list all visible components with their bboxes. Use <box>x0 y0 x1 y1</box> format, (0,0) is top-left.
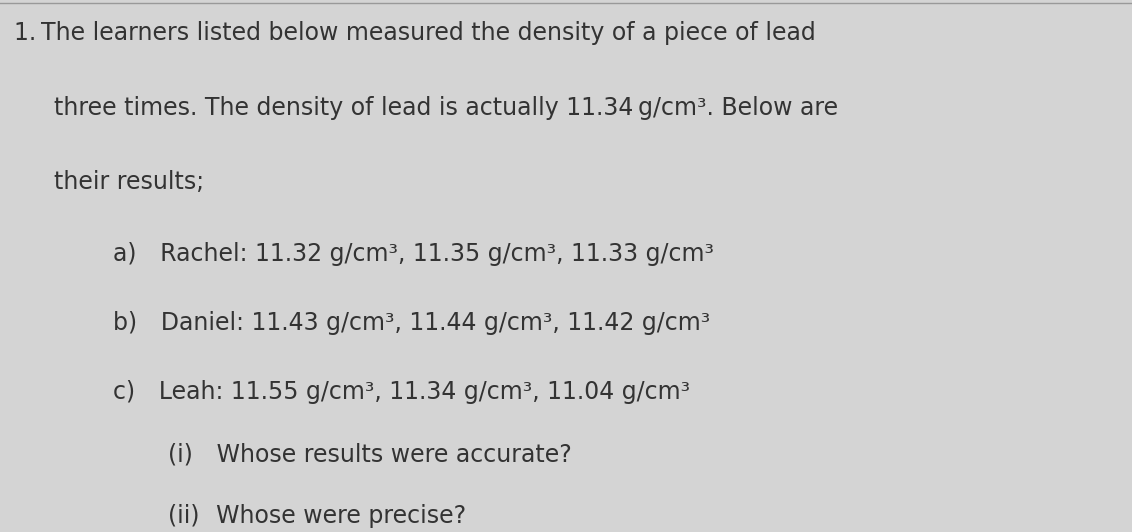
Text: (ii)  Whose were precise?: (ii) Whose were precise? <box>168 504 465 528</box>
Text: three times. The density of lead is actually 11.34 g/cm³. Below are: three times. The density of lead is actu… <box>54 96 839 120</box>
Text: their results;: their results; <box>54 170 205 194</box>
Text: 1. The learners listed below measured the density of a piece of lead: 1. The learners listed below measured th… <box>14 21 815 45</box>
Text: (i)  Whose results were accurate?: (i) Whose results were accurate? <box>168 443 572 467</box>
Text: b) Daniel: 11.43 g/cm³, 11.44 g/cm³, 11.42 g/cm³: b) Daniel: 11.43 g/cm³, 11.44 g/cm³, 11.… <box>113 311 711 335</box>
Text: c) Leah: 11.55 g/cm³, 11.34 g/cm³, 11.04 g/cm³: c) Leah: 11.55 g/cm³, 11.34 g/cm³, 11.04… <box>113 380 691 404</box>
Text: a) Rachel: 11.32 g/cm³, 11.35 g/cm³, 11.33 g/cm³: a) Rachel: 11.32 g/cm³, 11.35 g/cm³, 11.… <box>113 242 714 266</box>
